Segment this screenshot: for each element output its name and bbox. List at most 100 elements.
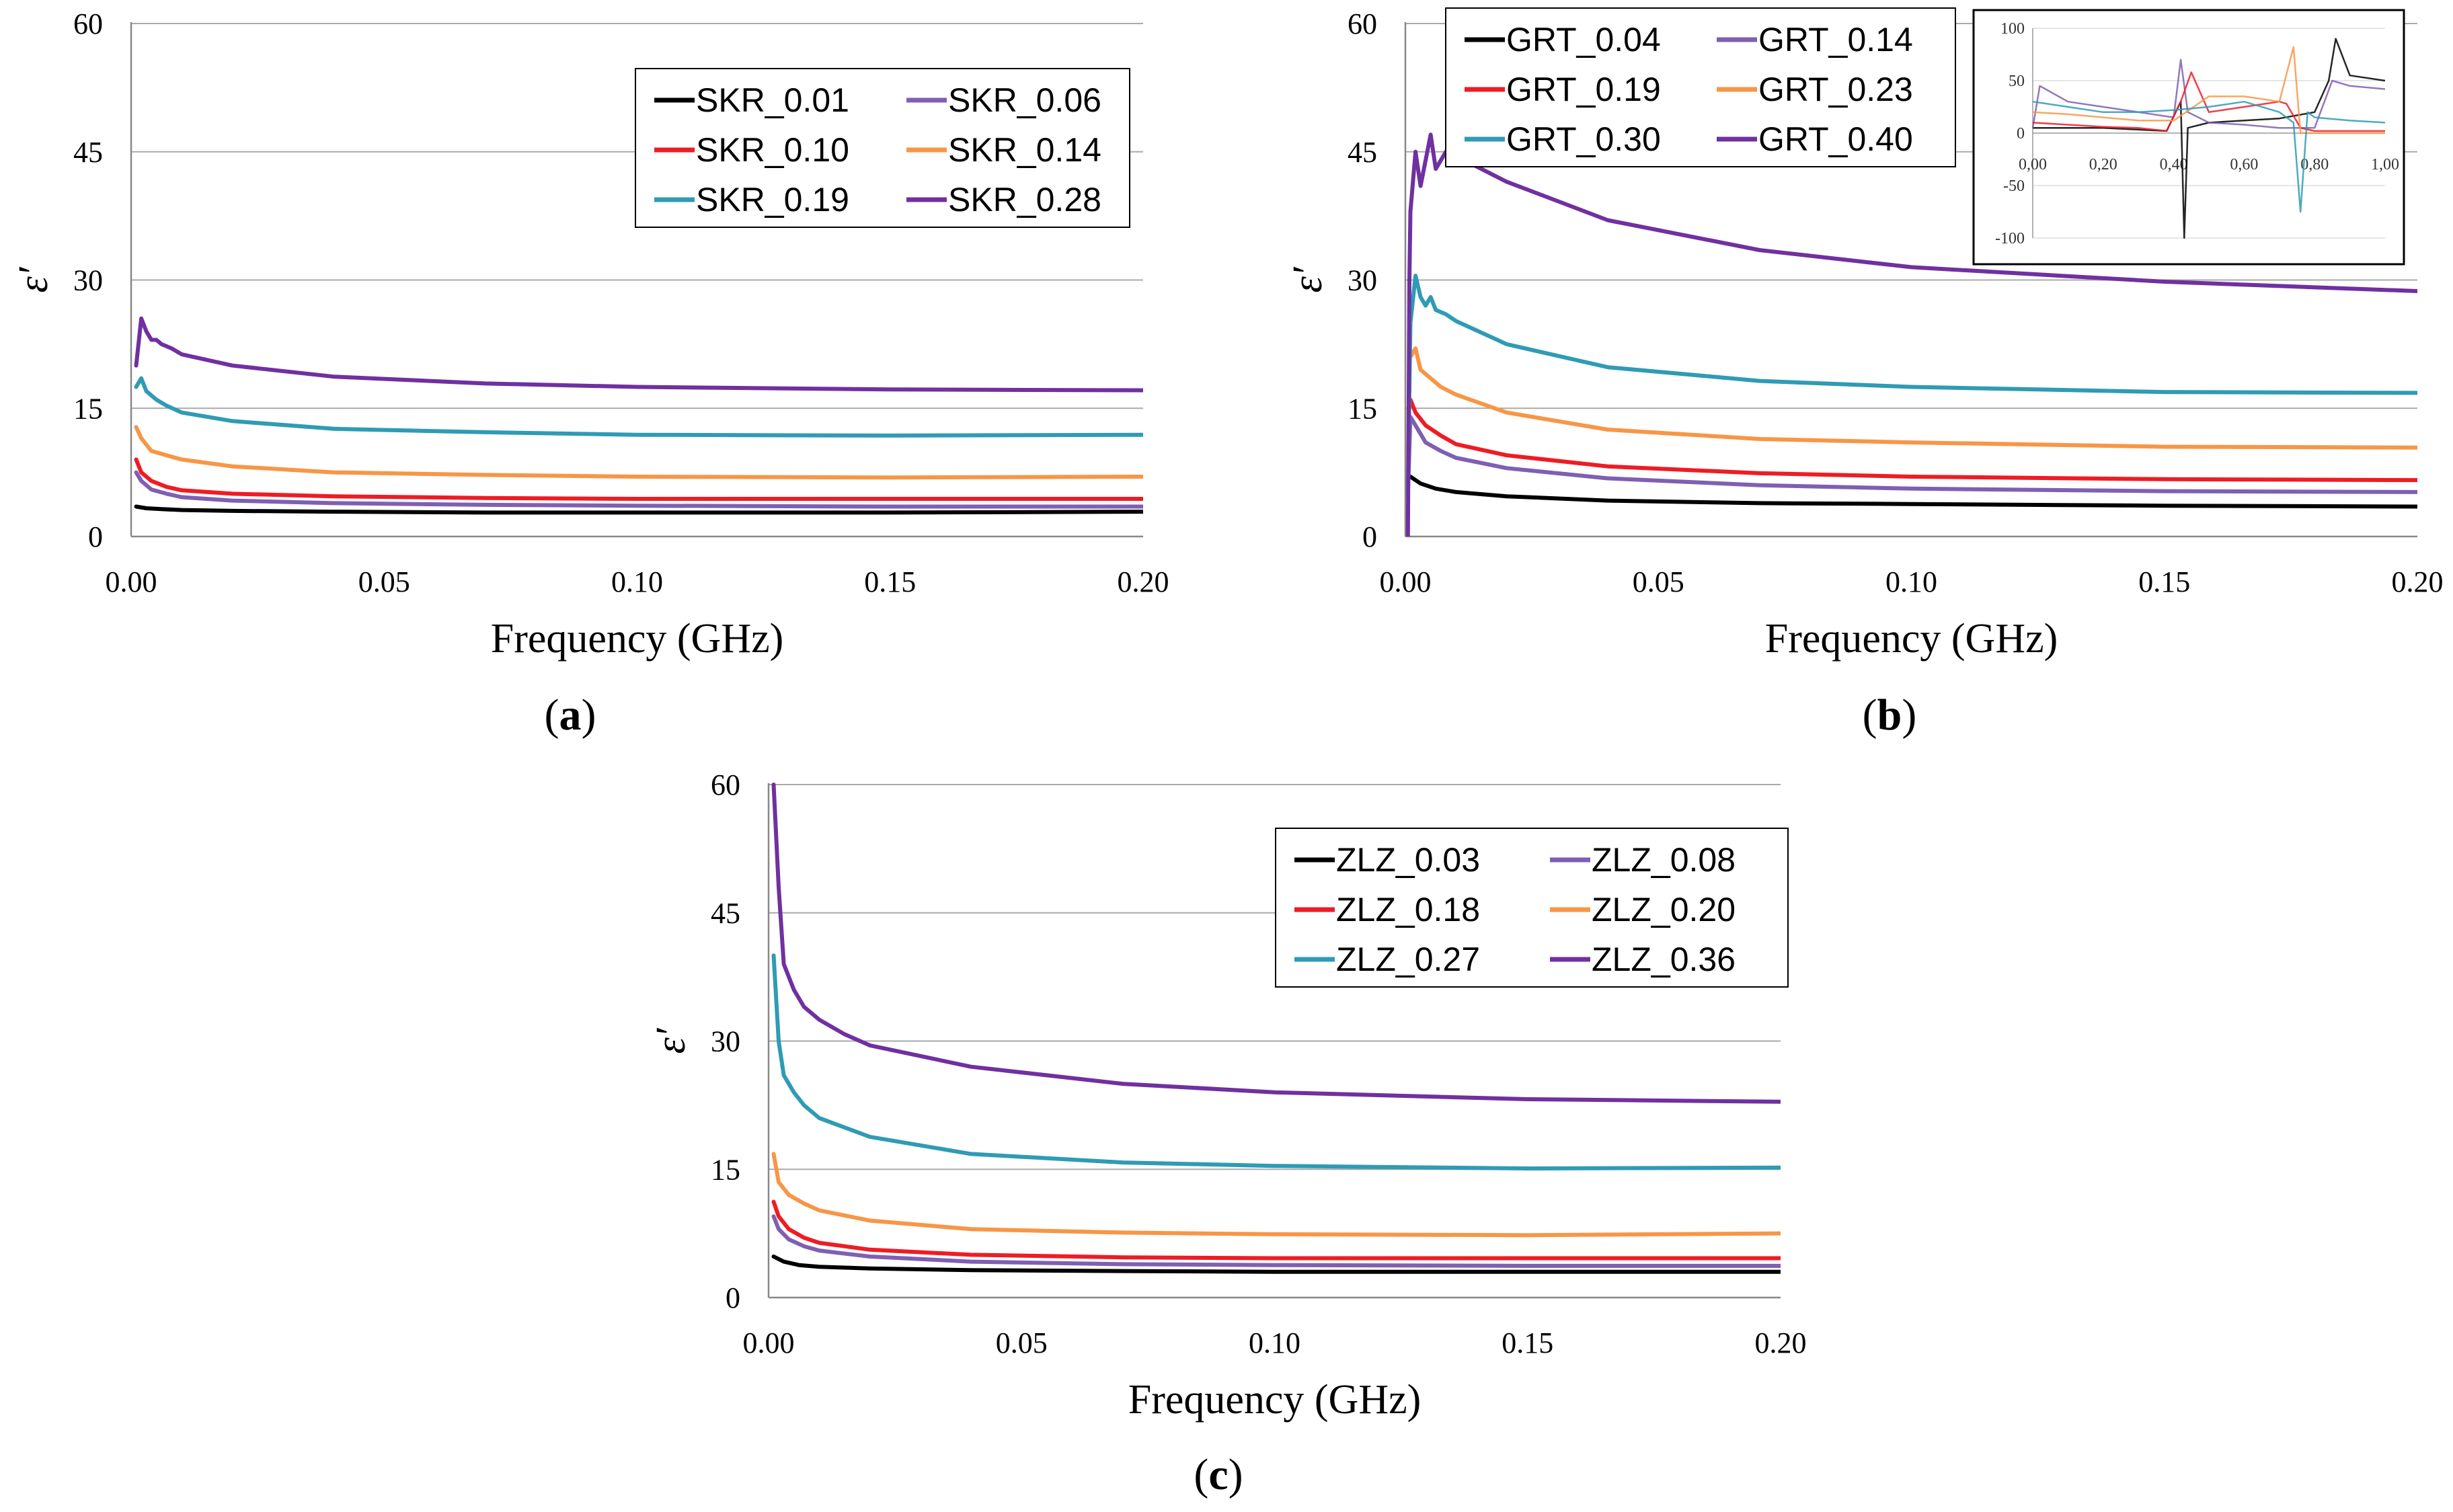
series-line-GRT_0.40 bbox=[1405, 132, 2417, 536]
y-tick-label: 45 bbox=[73, 136, 103, 169]
y-tick-label: 0 bbox=[1362, 520, 1377, 553]
series-line-SKR_0.06 bbox=[134, 470, 1143, 509]
legend-box bbox=[1445, 7, 1956, 167]
legend-entry: ZLZ_0.03 bbox=[1336, 841, 1480, 879]
inset-y-tick-label: -100 bbox=[1995, 230, 2025, 247]
inset-chart: -100 -50 0 50 100 0,00 0,20 0,40 0,60 0,80 1,00 bbox=[1972, 9, 2405, 266]
y-tick-label: 60 bbox=[1348, 7, 1377, 40]
y-tick-label: 15 bbox=[1348, 392, 1377, 425]
y-tick-label: 30 bbox=[73, 264, 103, 297]
y-tick-label: 30 bbox=[1348, 264, 1377, 297]
series-line-SKR_0.10 bbox=[134, 457, 1143, 501]
legend-entry: ZLZ_0.08 bbox=[1592, 841, 1736, 879]
series-group bbox=[771, 783, 1781, 1274]
x-tick-label: 0.20 bbox=[1118, 565, 1169, 598]
y-tick-label: 60 bbox=[73, 7, 103, 40]
series-line-SKR_0.19 bbox=[134, 376, 1143, 438]
series-line-ZLZ_0.20 bbox=[771, 1152, 1781, 1238]
legend-entry: ZLZ_0.20 bbox=[1592, 891, 1736, 928]
x-tick-label: 0.20 bbox=[2392, 565, 2444, 598]
y-tick-label: 30 bbox=[711, 1025, 740, 1058]
y-tick-label: 0 bbox=[726, 1281, 740, 1314]
chart-panel-a: 0 15 30 45 60 0.00 0.05 0.10 0.15 0.20 Frequency (… bbox=[11, 7, 1169, 662]
inset-y-tick-label: -50 bbox=[2003, 177, 2025, 195]
x-tick-label: 0.00 bbox=[106, 565, 157, 598]
inset-x-tick-label: 0,80 bbox=[2300, 156, 2329, 173]
x-tick-label: 0.15 bbox=[2138, 565, 2190, 598]
inset-y-tick-label: 100 bbox=[2000, 20, 2025, 38]
legend-entry: SKR_0.06 bbox=[948, 81, 1101, 119]
series-line-SKR_0.14 bbox=[134, 425, 1143, 480]
legend: ZLZ_0.03 ZLZ_0.08 ZLZ_0.18 ZLZ_0.20 ZLZ_0.27… bbox=[1275, 828, 1789, 988]
legend-entry: GRT_0.04 bbox=[1506, 21, 1661, 58]
y-tick-label: 0 bbox=[88, 520, 103, 553]
series-line-GRT_0.19 bbox=[1408, 397, 2417, 483]
y-tick-label: 15 bbox=[73, 392, 103, 425]
x-tick-label: 0.05 bbox=[996, 1326, 1048, 1359]
legend-entry: ZLZ_0.36 bbox=[1592, 941, 1736, 978]
inset-x-tick-label: 0,00 bbox=[2019, 156, 2047, 173]
inset-frame bbox=[1972, 9, 2405, 266]
chart-panel-b: 0 15 30 45 60 0.00 0.05 0.10 0.15 0.20 Frequency (… bbox=[1285, 7, 2444, 662]
x-axis-title: Frequency (GHz) bbox=[1765, 616, 2058, 662]
y-tick-label: 45 bbox=[711, 897, 740, 930]
y-tick-label: 15 bbox=[711, 1153, 740, 1186]
legend-box bbox=[1275, 828, 1789, 988]
legend-entry: ZLZ_0.18 bbox=[1336, 891, 1480, 928]
x-axis-title: Frequency (GHz) bbox=[491, 616, 784, 662]
panel-label-c: (c) bbox=[1194, 1450, 1243, 1499]
panel-label-b: (b) bbox=[1863, 690, 1917, 740]
y-axis-title: ε′ bbox=[1285, 266, 1331, 292]
panel-label-a: (a) bbox=[545, 690, 596, 740]
inset-series-line bbox=[2032, 71, 2385, 132]
series-line-SKR_0.01 bbox=[134, 504, 1143, 515]
inset-x-tick-label: 0,40 bbox=[2160, 156, 2188, 173]
series-line-ZLZ_0.36 bbox=[771, 783, 1781, 1104]
chart-panel-c: 0 15 30 45 60 0.00 0.05 0.10 0.15 0.20 Frequency (… bbox=[648, 768, 1807, 1423]
legend-entry: GRT_0.23 bbox=[1758, 71, 1913, 108]
series-line-ZLZ_0.08 bbox=[771, 1214, 1781, 1268]
x-tick-label: 0.20 bbox=[1755, 1326, 1807, 1359]
x-tick-label: 0.15 bbox=[864, 565, 916, 598]
inset-x-tick-label: 0,20 bbox=[2089, 156, 2117, 173]
inset-series-line bbox=[2032, 100, 2386, 213]
legend-entry: ZLZ_0.27 bbox=[1336, 941, 1480, 978]
legend-entry: SKR_0.10 bbox=[696, 131, 849, 169]
x-tick-label: 0.10 bbox=[611, 565, 663, 598]
y-axis-title: ε′ bbox=[11, 266, 56, 292]
legend-entry: SKR_0.01 bbox=[696, 81, 849, 119]
inset-x-tick-label: 1,00 bbox=[2371, 156, 2399, 173]
series-line-GRT_0.04 bbox=[1408, 475, 2417, 509]
legend-box bbox=[635, 68, 1130, 228]
y-tick-label: 45 bbox=[1348, 136, 1377, 169]
y-axis-title: ε′ bbox=[648, 1027, 694, 1053]
inset-y-tick-label: 0 bbox=[2017, 125, 2025, 143]
series-line-GRT_0.14 bbox=[1405, 415, 2417, 496]
series-line-ZLZ_0.03 bbox=[771, 1255, 1781, 1274]
x-tick-label: 0.00 bbox=[743, 1326, 795, 1359]
inset-x-tick-label: 0,60 bbox=[2230, 156, 2258, 173]
inset-y-tick-label: 50 bbox=[2009, 73, 2025, 90]
legend-entry: GRT_0.14 bbox=[1758, 21, 1913, 58]
series-line-GRT_0.23 bbox=[1408, 346, 2417, 450]
y-tick-label: 60 bbox=[711, 768, 740, 801]
inset-series-line bbox=[2032, 46, 2385, 134]
series-group bbox=[1405, 132, 2417, 536]
legend-entry: GRT_0.19 bbox=[1506, 71, 1661, 108]
x-tick-label: 0.05 bbox=[1633, 565, 1684, 598]
legend-entry: SKR_0.28 bbox=[948, 181, 1101, 218]
series-group bbox=[134, 316, 1143, 515]
x-tick-label: 0.15 bbox=[1502, 1326, 1553, 1359]
legend-entry: SKR_0.19 bbox=[696, 181, 849, 218]
legend: SKR_0.01 SKR_0.06 SKR_0.10 SKR_0.14 SKR_0.19… bbox=[635, 68, 1130, 228]
series-line-GRT_0.30 bbox=[1405, 274, 2417, 496]
x-tick-label: 0.10 bbox=[1885, 565, 1937, 598]
legend-entry: GRT_0.40 bbox=[1758, 120, 1913, 158]
legend-entry: SKR_0.14 bbox=[948, 131, 1101, 169]
legend: GRT_0.04 GRT_0.14 GRT_0.19 GRT_0.23 GRT_0.30… bbox=[1445, 7, 1956, 167]
series-line-ZLZ_0.18 bbox=[771, 1199, 1781, 1261]
x-tick-label: 0.00 bbox=[1380, 565, 1432, 598]
series-line-SKR_0.28 bbox=[134, 316, 1143, 393]
x-tick-label: 0.05 bbox=[358, 565, 410, 598]
